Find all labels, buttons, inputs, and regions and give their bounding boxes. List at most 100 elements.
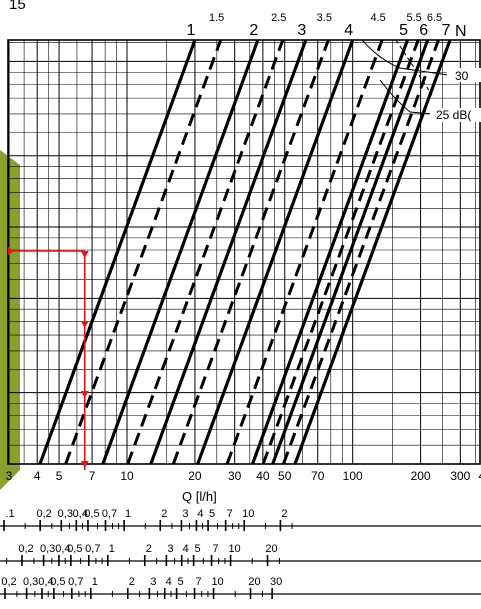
series-line-1 xyxy=(38,40,197,464)
scale-tick-label: 0,3 xyxy=(23,576,38,588)
scale-tick-label: 1 xyxy=(109,543,115,555)
series-label-2-5: 2.5 xyxy=(271,12,286,24)
series-label-5-5: 5.5 xyxy=(406,12,421,24)
noise-curve-25 xyxy=(379,79,433,115)
noise-curve-dashed xyxy=(395,40,433,96)
x-tick-label: 200 xyxy=(411,469,431,483)
series-line-3 xyxy=(149,40,308,464)
scale-tick-label: 2 xyxy=(281,508,287,520)
x-tick-label: 50 xyxy=(278,469,292,483)
scale-tick-label: 5 xyxy=(209,508,215,520)
series-line-2-5 xyxy=(126,40,285,464)
arrow-down-icon xyxy=(80,391,89,398)
series-line-4-5 xyxy=(225,40,384,464)
scale-tick-label: 1 xyxy=(92,576,98,588)
grid xyxy=(8,40,480,464)
series-line-5 xyxy=(251,40,410,464)
scale-tick-label: 5 xyxy=(178,576,184,588)
scale-tick-label: 0,5 xyxy=(50,576,65,588)
plot-frame xyxy=(7,39,481,465)
noise-curve-30 xyxy=(361,40,449,76)
series-line-2 xyxy=(101,40,260,464)
scale-tick-label: 3 xyxy=(167,543,173,555)
series-label-6-5: 6.5 xyxy=(427,12,442,24)
scale-tick-label: 4 xyxy=(197,508,203,520)
scale-tick-label: 5 xyxy=(195,543,201,555)
x-tick-label: 3 xyxy=(6,469,13,483)
scale-tick-label: 0,7 xyxy=(85,543,100,555)
series-lines xyxy=(38,40,452,464)
x-tick-labels: 3457102030405070100200300400500 xyxy=(6,469,481,483)
series-label-3-5: 3.5 xyxy=(317,12,332,24)
series-line-6 xyxy=(271,40,430,464)
scale-tick-label: 20 xyxy=(248,576,260,588)
scale-tick-label: 4 xyxy=(166,576,172,588)
scale-tick-label: 30 xyxy=(270,576,282,588)
scale-tick-label: 0,5 xyxy=(84,508,99,520)
x-tick-label: 7 xyxy=(89,469,96,483)
scale-tick-label: 0,3 xyxy=(40,543,55,555)
x-tick-label: 30 xyxy=(228,469,242,483)
x-tick-label: 10 xyxy=(120,469,134,483)
arrow-right-icon xyxy=(8,247,14,255)
scale-tick-label: 10 xyxy=(228,543,240,555)
x-tick-label: 20 xyxy=(188,469,202,483)
example-reading xyxy=(8,247,89,470)
arrow-down-icon xyxy=(80,251,89,258)
scale-tick-label: 0,7 xyxy=(102,508,117,520)
scale-tick-label: .1 xyxy=(5,508,14,520)
series-label-4-5: 4.5 xyxy=(370,12,385,24)
scale-tick-label: 2 xyxy=(146,543,152,555)
series-label-7: 7 xyxy=(442,22,451,39)
scale-tick-label: 3 xyxy=(182,508,188,520)
scale-tick-label: 0,4 xyxy=(73,508,88,520)
scale-tick-label: 4 xyxy=(183,543,189,555)
scale-tick-label: 0,4 xyxy=(55,543,70,555)
x-tick-label: 70 xyxy=(311,469,325,483)
scale-tick-label: 0,2 xyxy=(18,543,33,555)
scale-tick-label: 10 xyxy=(211,576,223,588)
scale-tick-label: 1 xyxy=(125,508,131,520)
x-tick-label: 400 xyxy=(479,469,481,483)
scale-tick-label: 20 xyxy=(265,543,277,555)
x-tick-label: 4 xyxy=(34,469,41,483)
scale-tick-label: 0,4 xyxy=(38,576,53,588)
series-line-4 xyxy=(196,40,355,464)
series-label-6: 6 xyxy=(419,22,428,39)
x-tick-label: 5 xyxy=(56,469,63,483)
series-line-6-5 xyxy=(282,40,440,464)
series-label-1: 1 xyxy=(186,22,195,39)
scale-tick-label: 3 xyxy=(150,576,156,588)
scale-tick-label: 0,3 xyxy=(58,508,73,520)
series-label-2: 2 xyxy=(249,22,258,39)
scale-tick-label: 0,5 xyxy=(67,543,82,555)
x-tick-label: 40 xyxy=(256,469,270,483)
series-label-5: 5 xyxy=(399,22,408,39)
scale-tick-label: 7 xyxy=(227,508,233,520)
green-accent-shape xyxy=(0,150,20,490)
series-line-1-5 xyxy=(64,40,223,464)
arrow-down-icon xyxy=(80,321,89,328)
scale-tick-label: 0,2 xyxy=(1,576,16,588)
series-line-5-5 xyxy=(261,40,420,464)
bottom-scales: .1 0,2 0,3 0,40,5 0,7 1 2 3 4 5 7 10 20,2 0,3 0,40,5 0,… xyxy=(0,508,481,599)
scale-tick-label: 2 xyxy=(129,576,135,588)
series-line-7 xyxy=(293,40,452,464)
x-tick-label: 300 xyxy=(450,469,470,483)
scale-tick-label: 0,2 xyxy=(37,508,52,520)
scale-tick-label: 2 xyxy=(161,508,167,520)
series-header-label: N xyxy=(455,23,467,40)
noise-curves xyxy=(361,40,449,115)
x-tick-label: 100 xyxy=(343,469,363,483)
scale-tick-label: 7 xyxy=(212,543,218,555)
corner-number: 15 xyxy=(9,0,26,13)
scale-tick-label: 7 xyxy=(195,576,201,588)
series-label-4: 4 xyxy=(344,22,353,39)
noise-label-30: 30 xyxy=(455,69,469,83)
series-label-1-5: 1.5 xyxy=(209,12,224,24)
arrow-down-icon xyxy=(80,461,89,468)
series-line-3-5 xyxy=(171,40,330,464)
noise-label-25: 25 dB( xyxy=(436,108,471,122)
x-axis-label: Q [l/h] xyxy=(182,489,217,504)
